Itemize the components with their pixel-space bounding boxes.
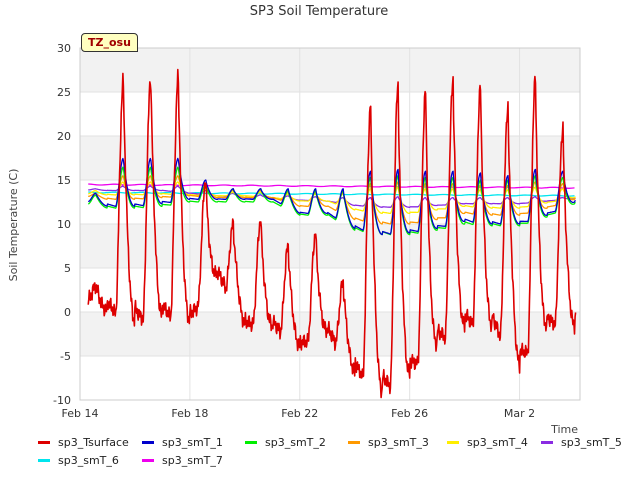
x-axis-label: Time — [550, 423, 578, 436]
legend-swatch — [38, 459, 50, 462]
x-tick-label: Feb 22 — [281, 407, 318, 420]
y-tick-label: 25 — [57, 86, 71, 99]
chart-title: SP3 Soil Temperature — [250, 4, 388, 19]
legend-swatch — [142, 459, 154, 462]
background-band — [80, 92, 580, 136]
series-line-sp3-smt-6 — [88, 191, 575, 197]
legend-item-sp3-smt-7: sp3_smT_7 — [142, 454, 223, 467]
legend-item-sp3-tsurface: sp3_Tsurface — [38, 436, 129, 449]
y-tick-label: 0 — [64, 306, 71, 319]
x-tick-label: Feb 18 — [171, 407, 208, 420]
y-tick-label: 20 — [57, 130, 71, 143]
legend-swatch — [541, 441, 553, 444]
legend-label: sp3_smT_2 — [265, 436, 326, 449]
y-tick-label: 15 — [57, 174, 71, 187]
legend-label: sp3_smT_1 — [162, 436, 223, 449]
x-tick-label: Feb 26 — [391, 407, 428, 420]
legend-label: sp3_smT_4 — [467, 436, 528, 449]
series-line-sp3-smt-4 — [88, 181, 576, 215]
legend-item-sp3-smt-4: sp3_smT_4 — [447, 436, 528, 449]
legend-swatch — [447, 441, 459, 444]
series-line-sp3-tsurface — [87, 68, 577, 399]
series-line-sp3-smt-7 — [88, 183, 575, 189]
plot-frame — [79, 47, 581, 401]
legend-item-sp3-smt-6: sp3_smT_6 — [38, 454, 119, 467]
background-band — [80, 136, 580, 180]
legend-item-sp3-smt-3: sp3_smT_3 — [348, 436, 429, 449]
timezone-annotation: TZ_osu — [81, 33, 138, 52]
legend-swatch — [245, 441, 257, 444]
series-line-sp3-smt-2 — [88, 166, 576, 236]
legend-swatch — [142, 441, 154, 444]
legend-label: sp3_smT_5 — [561, 436, 622, 449]
legend-swatch — [38, 441, 50, 444]
x-tick-label: Mar 2 — [504, 407, 535, 420]
legend-item-sp3-smt-1: sp3_smT_1 — [142, 436, 223, 449]
y-tick-label: -10 — [53, 394, 71, 407]
legend-label: sp3_smT_7 — [162, 454, 223, 467]
y-axis-label: Soil Temperature (C) — [7, 169, 20, 282]
legend-label: sp3_smT_3 — [368, 436, 429, 449]
legend-swatch — [348, 441, 360, 444]
series-line-sp3-smt-1 — [88, 157, 576, 236]
y-tick-label: 5 — [64, 262, 71, 275]
legend-label: sp3_smT_6 — [58, 454, 119, 467]
x-tick-label: Feb 14 — [62, 407, 99, 420]
legend-label: sp3_Tsurface — [58, 436, 129, 449]
background-band — [80, 268, 580, 312]
background-band — [80, 356, 580, 400]
legend-item-sp3-smt-5: sp3_smT_5 — [541, 436, 622, 449]
legend-item-sp3-smt-2: sp3_smT_2 — [245, 436, 326, 449]
series-line-sp3-smt-3 — [88, 175, 576, 225]
y-tick-label: 10 — [57, 218, 71, 231]
y-axis-ticks: -10 -5 0 5 10 15 20 25 30 — [53, 42, 71, 407]
background-band — [80, 48, 580, 92]
x-axis-ticks: Feb 14 Feb 18 Feb 22 Feb 26 Mar 2 — [62, 407, 536, 420]
y-tick-label: 30 — [57, 42, 71, 55]
y-tick-label: -5 — [60, 350, 71, 363]
background-band — [80, 224, 580, 268]
series-layer — [87, 68, 577, 399]
